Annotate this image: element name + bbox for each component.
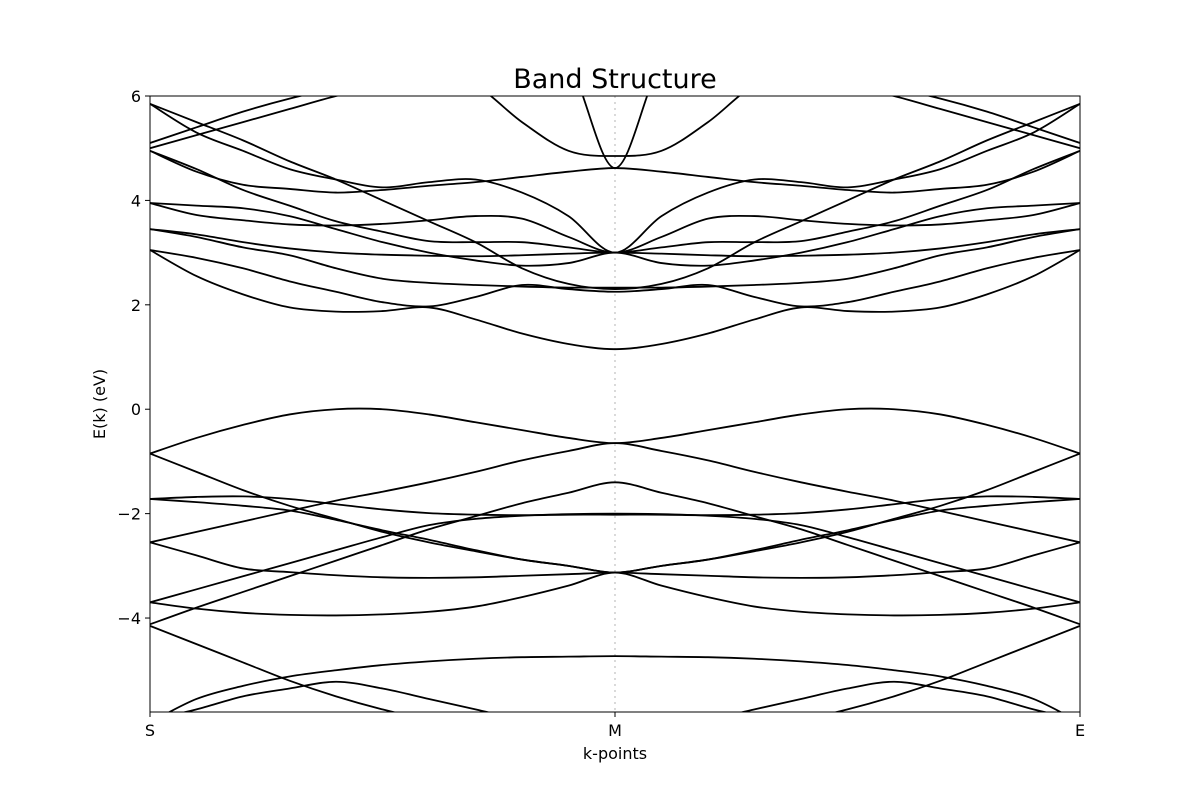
band-line-13 [150,249,1080,351]
band-line-14 [150,249,1080,308]
x-axis-label: k-points [583,744,647,763]
y-tick-label: 0 [131,400,141,419]
band-line-9 [150,495,1080,517]
chart-title: Band Structure [513,64,717,95]
bands-group [150,96,1080,712]
band-line-2 [150,625,1080,712]
band-line-23 [150,102,1080,291]
band-line-5 [150,481,1080,626]
band-line-3 [167,655,1063,712]
y-tick-label: 4 [131,191,141,210]
y-tick-label: −2 [117,505,141,524]
band-line-20 [150,149,1080,254]
band-line-22 [150,103,1080,254]
y-tick-label: −4 [117,609,141,628]
band-line-24 [150,96,1080,169]
y-axis-label: E(k) (eV) [90,369,109,439]
band-line-15 [150,228,1080,289]
y-axis: −4 −2 0 2 4 6 [117,87,150,628]
x-tick-label-m: M [608,721,622,740]
y-tick-label: 2 [131,296,141,315]
band-line-21 [150,96,1080,157]
y-tick-label: 6 [131,87,141,106]
band-line-6 [150,512,1080,604]
x-tick-label-s: S [145,721,155,740]
band-line-11 [150,452,1080,574]
band-line-12 [150,407,1080,455]
x-tick-label-e: E [1075,721,1085,740]
